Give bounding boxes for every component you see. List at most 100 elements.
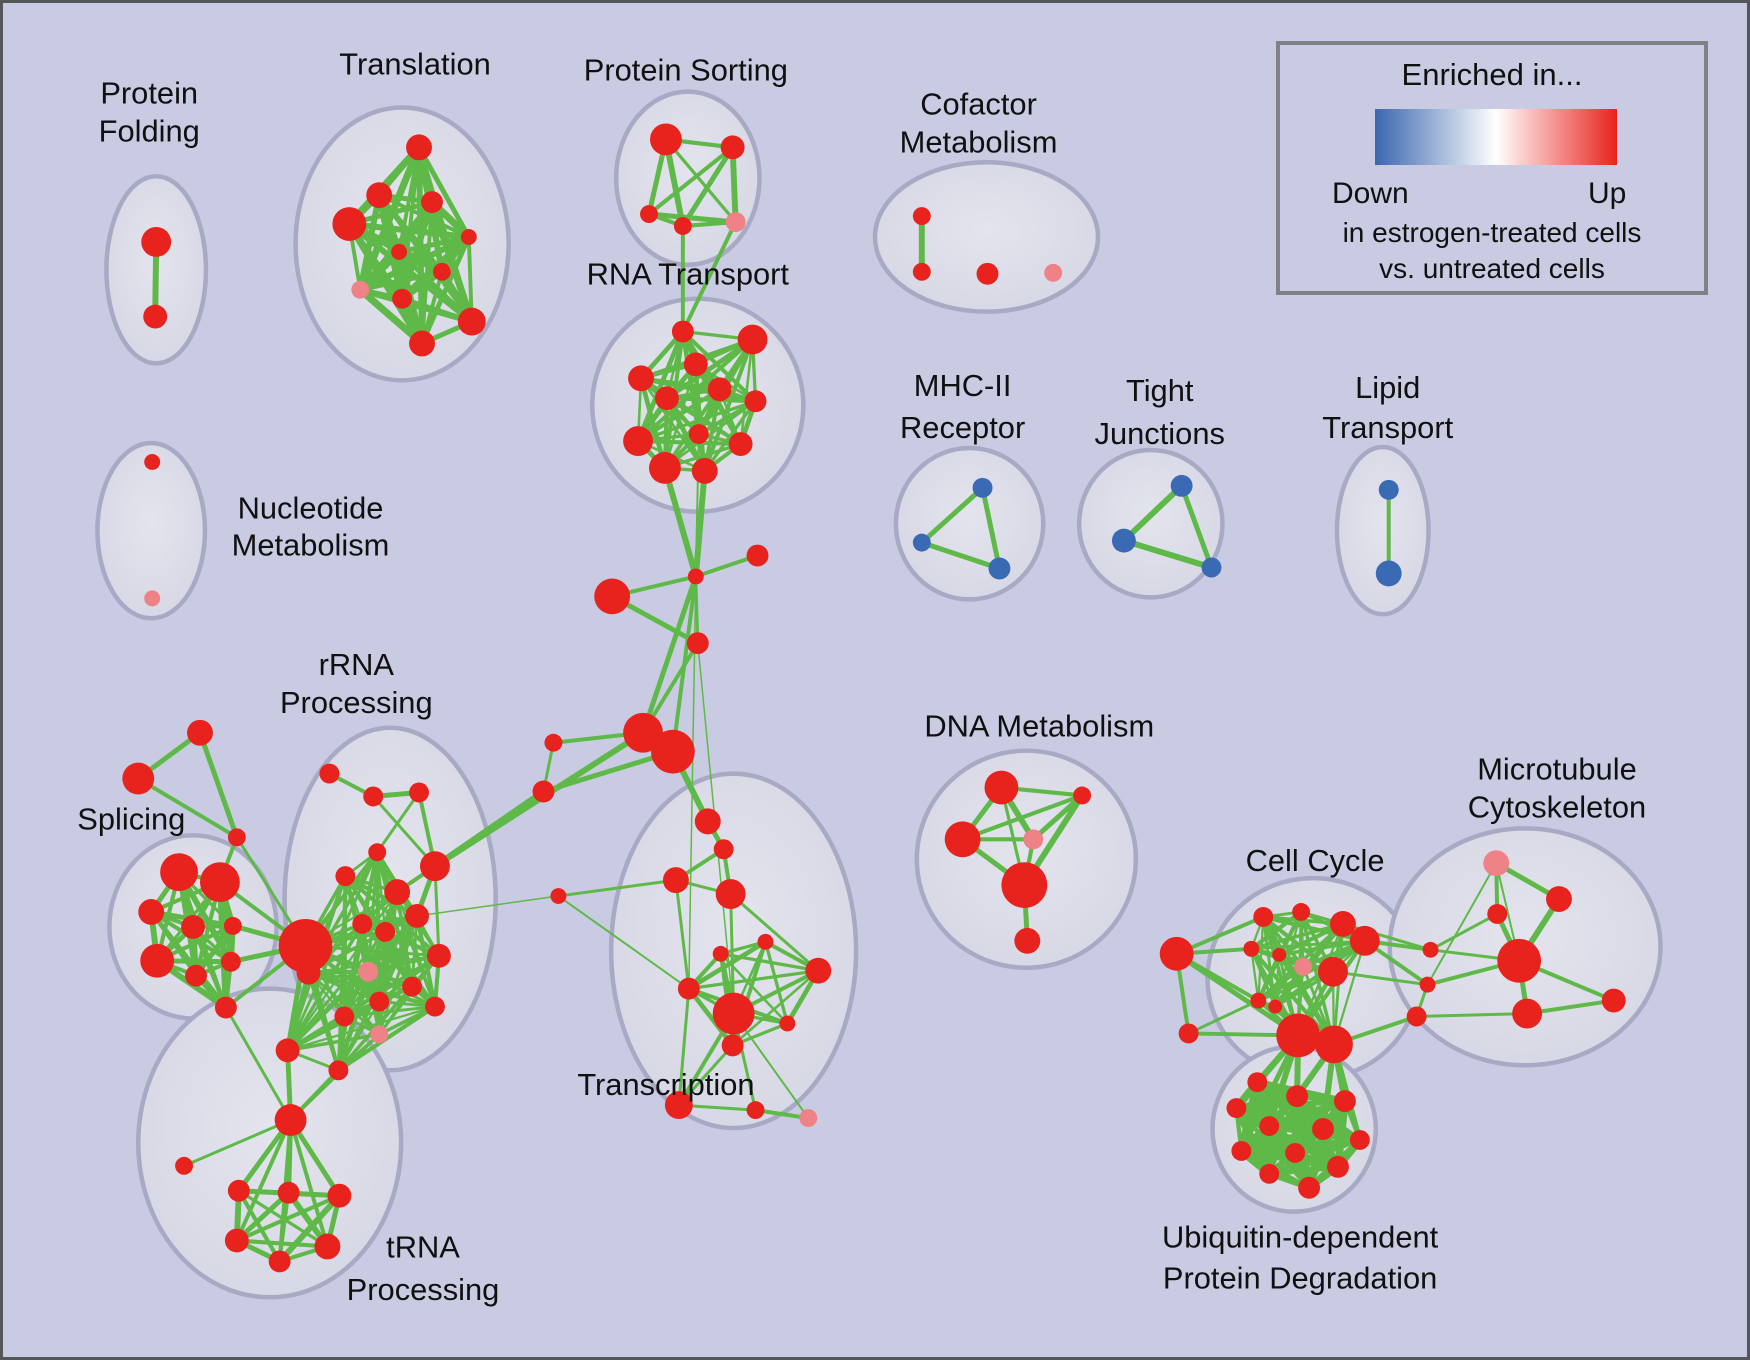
cluster-label-tight-junctions: Junctions: [1095, 416, 1225, 451]
node: [1512, 998, 1543, 1029]
node: [1422, 941, 1439, 958]
node: [1170, 474, 1193, 497]
node: [457, 307, 486, 336]
node: [296, 960, 321, 985]
node: [687, 568, 704, 585]
node: [1312, 1118, 1334, 1140]
edge: [1331, 970, 1430, 987]
node: [1159, 936, 1194, 971]
node: [628, 365, 654, 392]
edge: [919, 540, 1002, 571]
node: [1014, 927, 1041, 954]
edge: [343, 914, 419, 1018]
edge: [680, 144, 736, 229]
node: [1497, 938, 1542, 983]
cluster-ellipse-cofactor-metabolism: [872, 160, 1101, 314]
node: [402, 976, 423, 997]
cluster-label-cofactor-metabolism: Metabolism: [900, 124, 1058, 159]
node: [1349, 1130, 1370, 1150]
node: [671, 320, 694, 343]
edge: [732, 1012, 810, 1120]
node: [181, 914, 205, 939]
edge: [636, 399, 758, 443]
node: [984, 770, 1019, 805]
edge: [1187, 999, 1260, 1035]
cluster-label-rrna-processing: Processing: [280, 685, 433, 720]
node: [199, 862, 240, 903]
cluster-label-lipid-transport: Transport: [1322, 410, 1453, 445]
edge: [663, 399, 757, 470]
node: [1272, 947, 1287, 962]
edge: [680, 329, 758, 404]
node: [1546, 886, 1572, 912]
edge: [1120, 537, 1215, 571]
edge: [1415, 1012, 1529, 1019]
edge: [739, 338, 754, 446]
node: [1253, 906, 1274, 927]
edge: [342, 1005, 437, 1018]
node: [424, 996, 445, 1017]
cluster-ellipse-nucleotide-metabolism: [95, 440, 208, 621]
node: [187, 719, 213, 746]
cluster-label-ubiquitin-degradation: Ubiquitin-dependent: [1162, 1219, 1439, 1254]
edge: [433, 864, 441, 958]
node: [1250, 992, 1267, 1009]
node: [715, 879, 746, 909]
node: [1276, 1013, 1321, 1058]
node: [1419, 976, 1436, 993]
edge: [136, 776, 239, 840]
edge: [646, 145, 735, 217]
node: [1286, 1085, 1309, 1108]
cluster-label-protein-sorting: Protein Sorting: [584, 53, 788, 88]
node: [140, 943, 175, 978]
node: [144, 454, 161, 470]
edge: [288, 1118, 330, 1249]
node: [143, 304, 168, 329]
cluster-label-transcription: Transcription: [577, 1067, 754, 1102]
node: [220, 951, 241, 972]
cluster-label-rna-transport: RNA Transport: [587, 257, 790, 292]
node: [649, 452, 681, 484]
node: [351, 280, 370, 299]
cluster-label-translation: Translation: [339, 47, 491, 82]
node: [160, 853, 198, 892]
edge: [1266, 1164, 1341, 1177]
node: [1226, 1098, 1247, 1119]
node: [550, 888, 567, 905]
edge: [366, 954, 441, 974]
node: [421, 191, 443, 214]
edge: [1256, 964, 1305, 1003]
node: [1298, 1176, 1321, 1199]
edge: [702, 387, 722, 473]
node: [335, 866, 356, 887]
node: [686, 632, 709, 655]
edge: [556, 878, 678, 898]
node: [728, 432, 753, 456]
node: [1178, 1023, 1199, 1044]
cluster-label-splicing: Splicing: [77, 801, 185, 836]
node: [1247, 1072, 1268, 1093]
node: [141, 227, 172, 257]
legend-caption-line1: in estrogen-treated cells: [1342, 217, 1642, 248]
node: [623, 426, 653, 456]
edge: [980, 485, 1002, 571]
node: [352, 913, 373, 934]
edge: [286, 970, 370, 1052]
edge: [276, 1192, 343, 1265]
cluster-ellipse-tight-junctions: [1076, 447, 1225, 600]
edge: [356, 286, 426, 348]
node: [1285, 1142, 1306, 1163]
node: [944, 821, 981, 858]
edge: [1261, 914, 1367, 943]
cluster-label-mhc-ii-receptor: MHC-II: [914, 368, 1012, 403]
edge: [1426, 862, 1498, 986]
edge: [635, 329, 686, 444]
edge: [285, 1032, 381, 1053]
node: [746, 544, 769, 567]
node: [268, 1250, 291, 1273]
node: [406, 134, 432, 161]
edge: [670, 574, 698, 754]
node: [1483, 850, 1510, 877]
node: [713, 839, 734, 860]
